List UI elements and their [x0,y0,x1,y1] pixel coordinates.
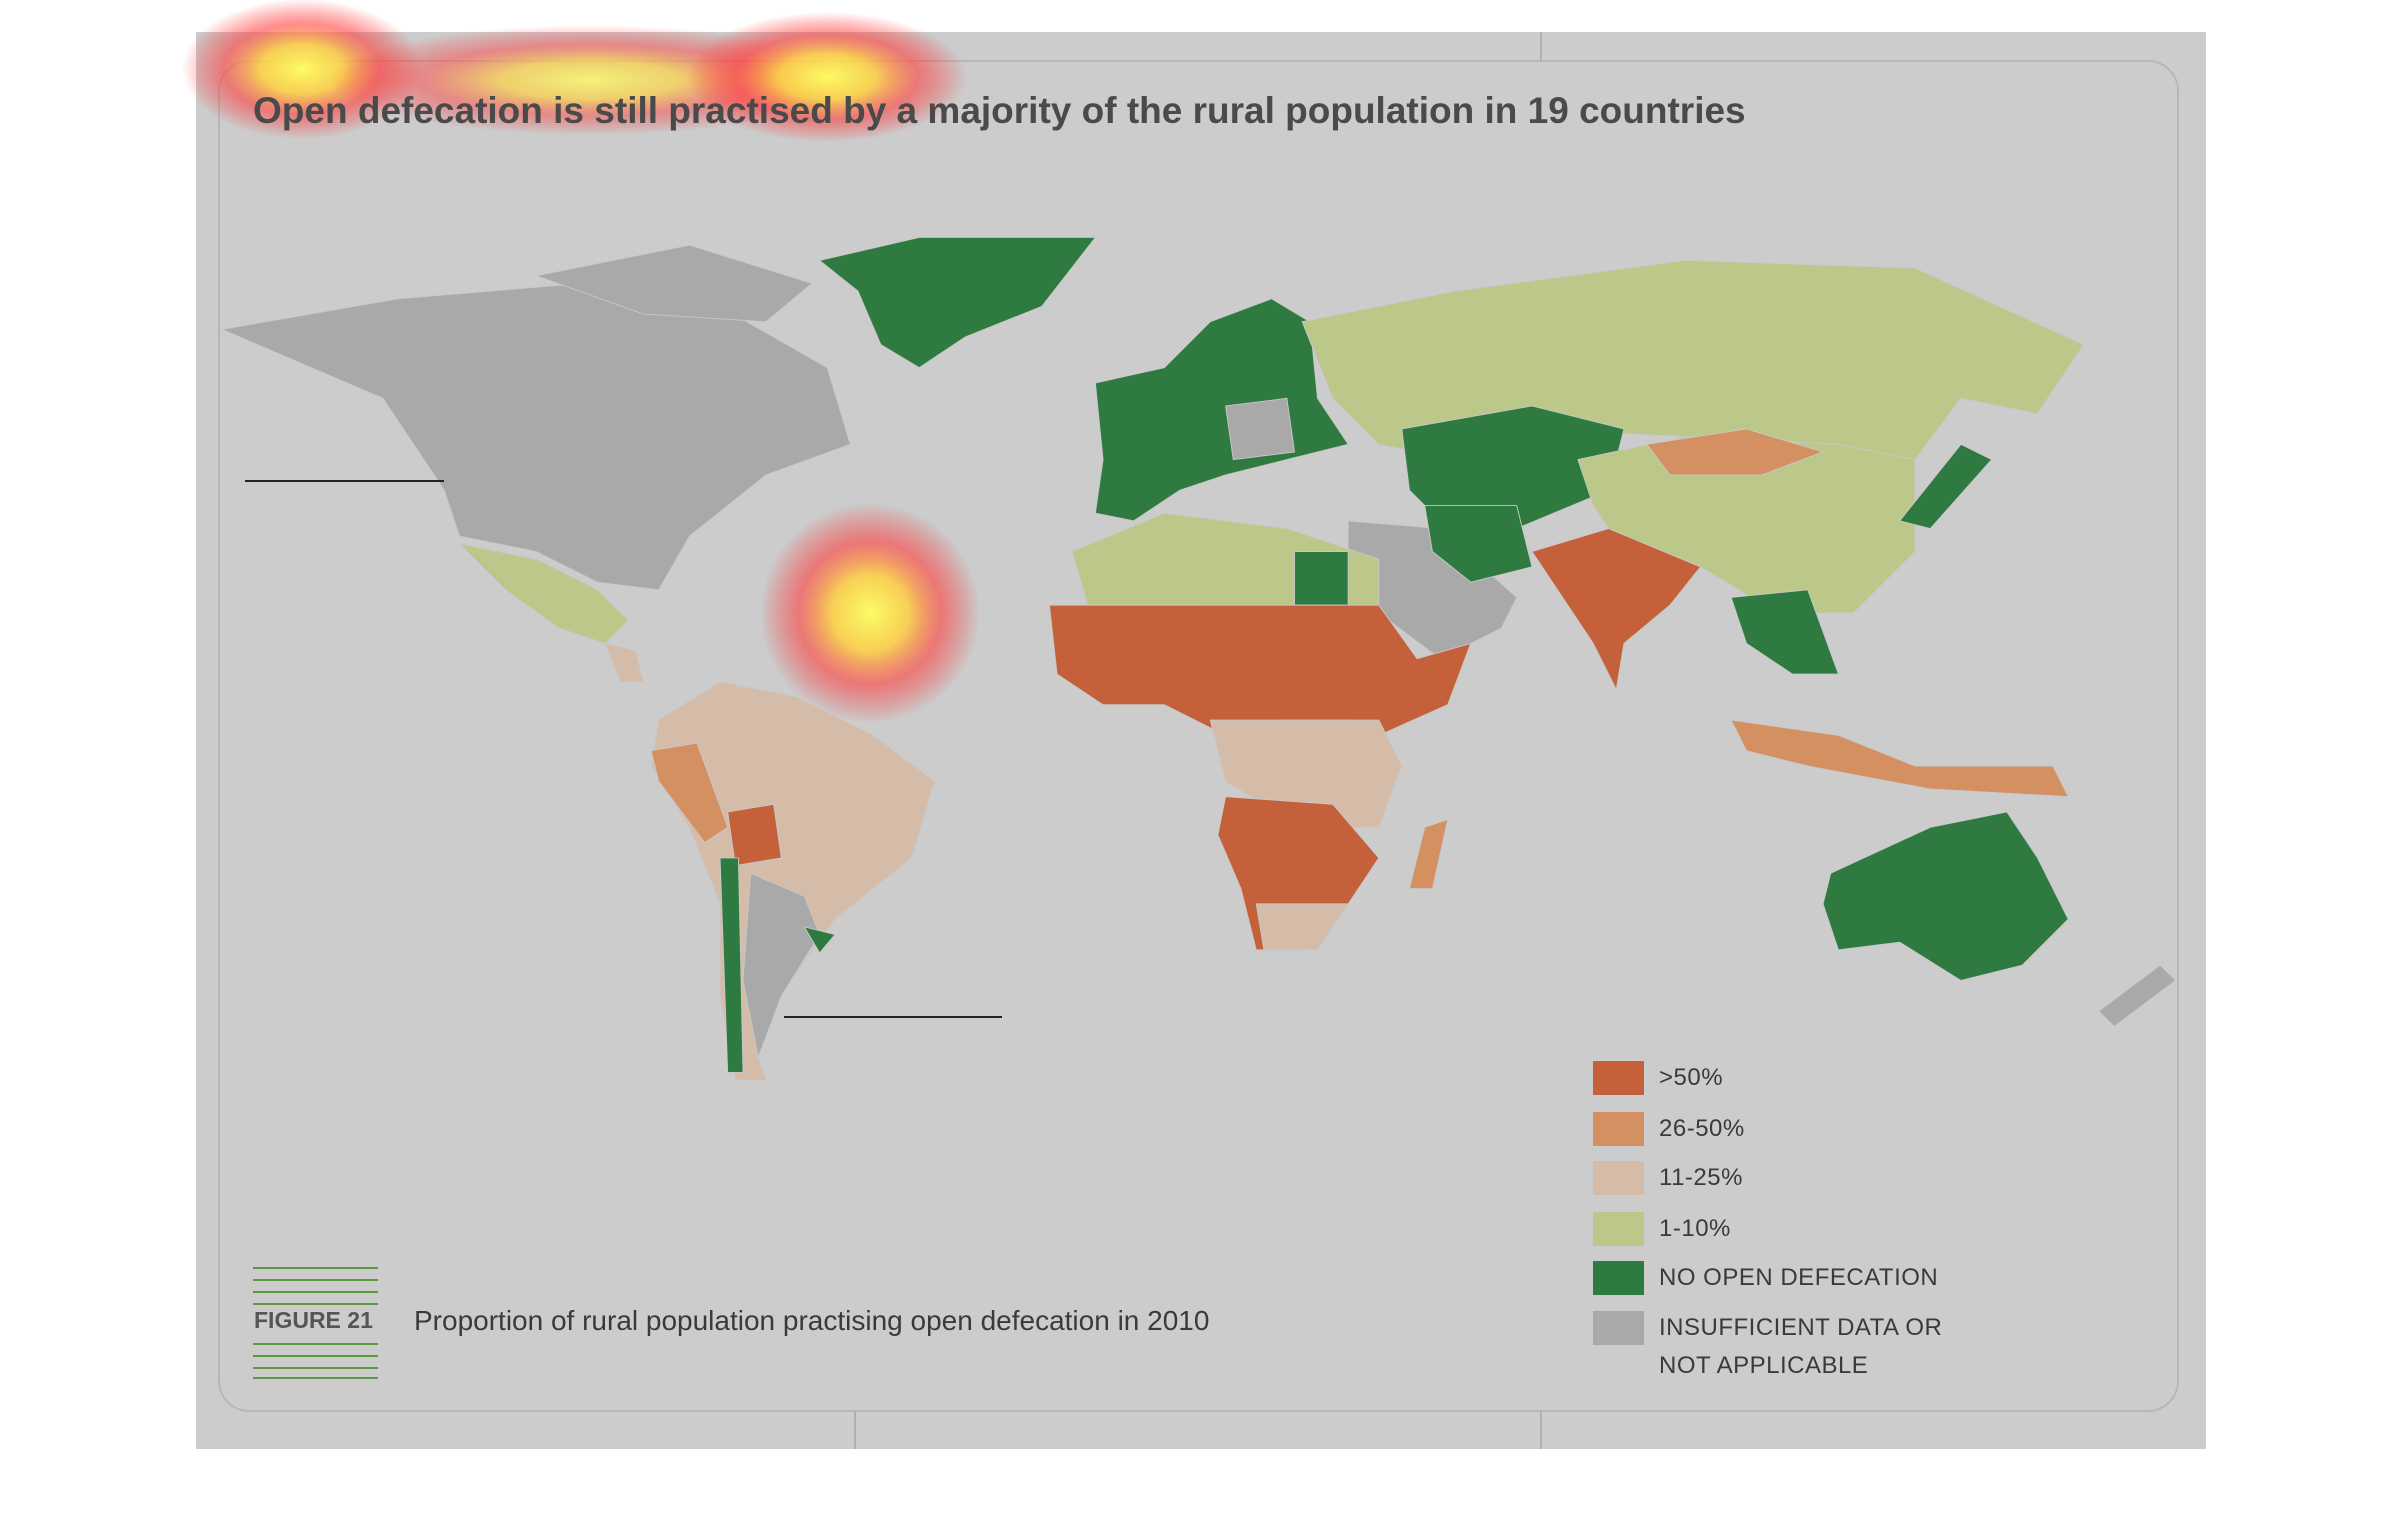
world-map [220,237,2177,1081]
figure-rule [253,1267,378,1379]
bolivia [727,803,782,867]
argentina [742,872,821,1059]
figure-caption: Proportion of rural population practisin… [414,1305,1210,1336]
uruguay [803,926,836,954]
japan-korea [1898,443,1993,530]
madagascar [1408,818,1449,890]
southeast-asia [1730,589,1840,675]
egypt [1294,551,1349,606]
legend-swatch [1593,1311,1644,1345]
central-asia [1401,405,1625,537]
legend [1593,1061,1644,1345]
map-title: Open defecation is still practised by a … [253,90,1746,131]
heatmap-spot [687,12,967,142]
legend-label: 1-10% [1659,1215,1731,1242]
legend-label: 11-25% [1659,1164,1743,1191]
europe [1094,298,1349,522]
legend-swatch [1593,1112,1644,1146]
panel-frame [218,60,2179,1412]
heatmap-spot [760,503,980,723]
mongolia [1646,428,1825,476]
greenland [818,237,1097,369]
indonesia [1730,719,2069,798]
legend-swatch [1593,1061,1644,1095]
figure-label: FIGURE 21 [254,1307,373,1333]
panel [196,32,2206,1449]
legend-label: INSUFFICIENT DATA OR NOT APPLICABLE [1659,1314,1943,1379]
legend-swatch [1593,1161,1644,1195]
arctic-islands [534,244,813,323]
legend-swatch [1593,1212,1644,1246]
central-america [604,642,645,683]
eastern-europe [1225,397,1296,461]
south-africa [1255,903,1350,951]
legend-label: NO OPEN DEFECATION [1659,1264,1939,1291]
iran [1424,505,1533,583]
india [1531,528,1702,691]
legend-label: 26-50% [1659,1115,1745,1142]
mexico [458,543,629,644]
new-zealand [2098,964,2177,1028]
legend-swatch [1593,1261,1644,1295]
legend-label: >50% [1659,1064,1724,1091]
australia [1822,811,2069,981]
peru [650,742,729,844]
chile [719,857,744,1073]
